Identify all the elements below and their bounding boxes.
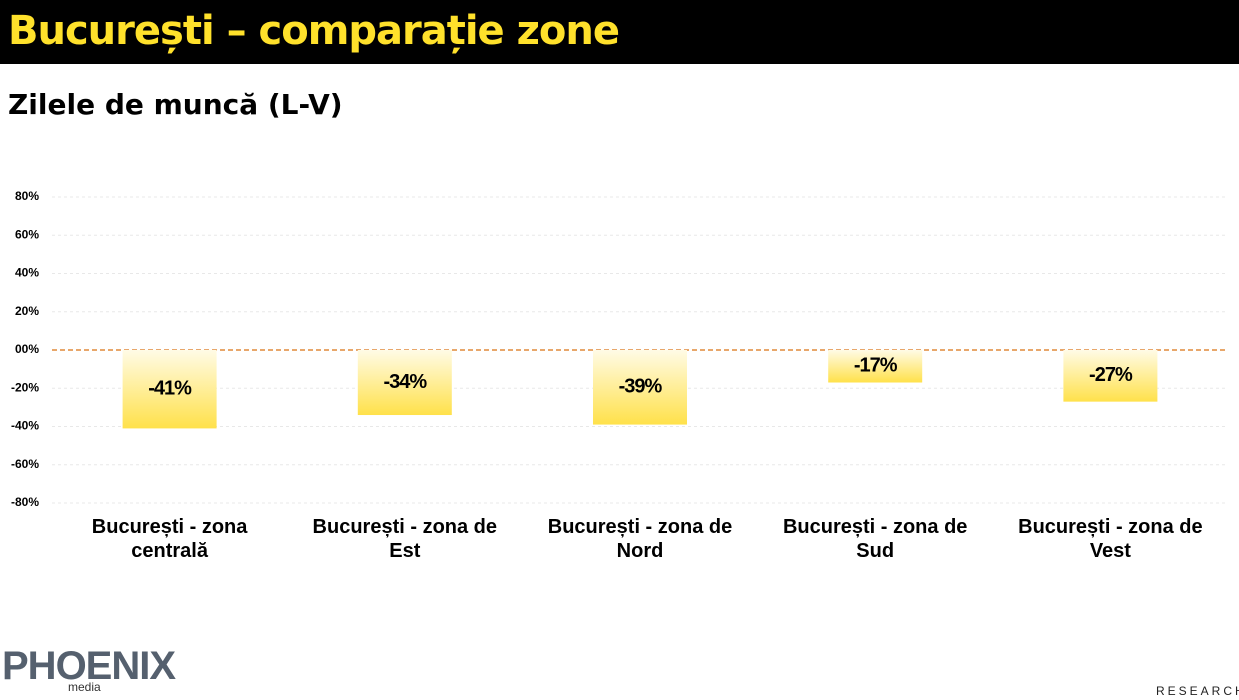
- x-tick-label: București - zona de Est: [312, 516, 498, 562]
- y-tick-label: -60%: [11, 457, 39, 471]
- data-label: -34%: [383, 371, 427, 393]
- header: București – comparație zone: [0, 0, 1239, 64]
- logo-sub: media: [68, 680, 101, 694]
- data-label: -41%: [148, 377, 192, 399]
- y-tick-label: -20%: [11, 380, 39, 394]
- bar: [1063, 350, 1158, 402]
- slide-title: București – comparație zone: [8, 8, 620, 54]
- logo: RESEARCH: [1156, 684, 1239, 698]
- y-tick-label: 80%: [15, 189, 39, 203]
- y-tick-label: 00%: [15, 342, 39, 356]
- bar: [357, 350, 452, 416]
- bar: [593, 350, 687, 425]
- data-label: -17%: [854, 355, 898, 377]
- y-tick-label: -80%: [11, 495, 39, 509]
- chart-title: Zilele de muncă (L-V): [8, 88, 343, 121]
- x-tick-label: București - zona de Sud: [782, 516, 968, 562]
- data-label: -27%: [1089, 364, 1133, 386]
- data-label: -39%: [619, 376, 663, 398]
- x-tick-label: București - zona de Vest: [1018, 516, 1203, 562]
- bar: [828, 350, 923, 383]
- bar: [122, 350, 217, 429]
- x-tick-label: București - zona centrală: [91, 516, 248, 562]
- y-tick-label: -40%: [11, 419, 39, 433]
- y-tick-label: 60%: [15, 227, 39, 241]
- y-tick-label: 20%: [15, 304, 39, 318]
- logo: PHOENIX: [2, 644, 176, 688]
- y-tick-label: 40%: [15, 266, 39, 280]
- x-tick-label: București - zona de Nord: [547, 516, 733, 562]
